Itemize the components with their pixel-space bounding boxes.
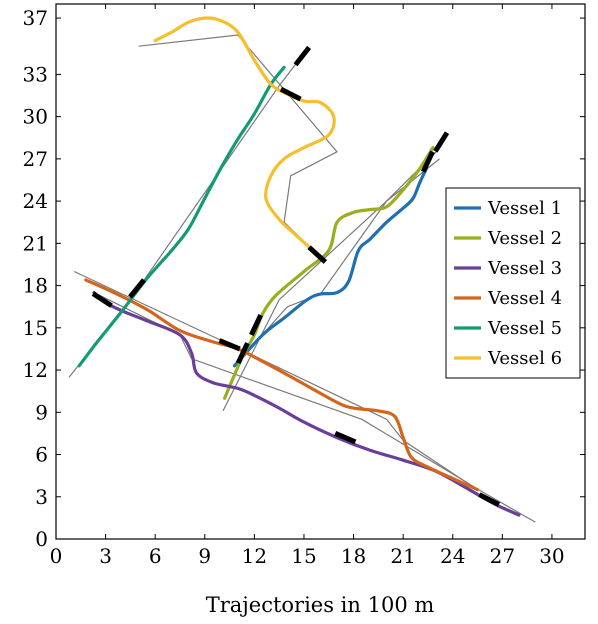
- waypoint-marker-vessel-2-3: [433, 131, 450, 153]
- y-tick-label: 27: [23, 147, 48, 171]
- waypoint-marker-vessel-6-1: [279, 86, 302, 102]
- waypoint-marker-vessel-4-1: [218, 338, 241, 352]
- waypoint-marker-vessel-6-2: [307, 245, 328, 264]
- legend-label-vessel-3: Vessel 3: [487, 258, 562, 279]
- legend-label-vessel-1: Vessel 1: [487, 198, 562, 219]
- reference-path-vessel-4: [73, 270, 478, 491]
- y-tick-label: 33: [23, 62, 48, 86]
- legend-label-vessel-2: Vessel 2: [487, 228, 562, 249]
- x-tick-label: 18: [341, 544, 366, 568]
- y-tick-label: 37: [23, 6, 48, 30]
- y-tick-label: 21: [23, 231, 48, 255]
- y-tick-label: 0: [35, 527, 48, 551]
- y-tick-label: 3: [35, 485, 48, 509]
- series-line-vessel-5: [77, 65, 286, 368]
- x-tick-label: 24: [440, 544, 465, 568]
- y-tick-label: 15: [23, 316, 48, 340]
- legend-box: [445, 187, 581, 379]
- x-tick-label: 6: [149, 544, 162, 568]
- series-line-vessel-2: [223, 146, 435, 400]
- legend-label-vessel-4: Vessel 4: [487, 288, 562, 309]
- y-tick-label: 12: [23, 358, 48, 382]
- y-tick-label: 6: [35, 443, 48, 467]
- legend: Vessel 1 Vessel 2 Vessel 3 Vessel 4 Vessel 5…: [445, 187, 581, 379]
- y-tick-label: 30: [23, 105, 48, 129]
- waypoint-marker-vessel-5-2: [293, 45, 312, 67]
- y-tick-label: 24: [23, 189, 48, 213]
- waypoint-marker-vessel-3-2: [334, 431, 357, 445]
- legend-label-vessel-5: Vessel 5: [487, 318, 562, 339]
- series-line-vessel-6: [153, 16, 336, 259]
- waypoint-marker-vessel-5-1: [128, 278, 146, 299]
- series-line-vessel-1: [232, 167, 428, 368]
- waypoint-marker-vessel-2-1: [249, 313, 263, 337]
- x-tick-label: 15: [291, 544, 316, 568]
- x-tick-label: 27: [490, 544, 515, 568]
- x-tick-label: 12: [242, 544, 267, 568]
- chart-marks: [68, 16, 536, 523]
- legend-label-vessel-6: Vessel 6: [487, 348, 562, 369]
- chart-axes: 0 3 6 9 12 15 18 21 24 27 30 0 3 6 9 12 15 18 21 24 27 30 33 37: [23, 3, 586, 568]
- waypoint-marker-vessel-3-3: [478, 492, 501, 507]
- x-axis-label: Trajectories in 100 m: [206, 593, 435, 617]
- plot-frame: [55, 3, 586, 540]
- x-tick-label: 0: [50, 544, 63, 568]
- y-tick-label: 18: [23, 274, 48, 298]
- x-tick-label: 21: [390, 544, 415, 568]
- x-tick-label: 30: [539, 544, 564, 568]
- y-tick-label: 9: [35, 400, 48, 424]
- series-line-vessel-4: [84, 278, 480, 492]
- x-tick-label: 3: [99, 544, 112, 568]
- waypoint-marker-vessel-1-1: [421, 150, 435, 173]
- waypoint-marker-vessel-2-2: [235, 342, 250, 365]
- waypoint-marker-vessel-3-1: [91, 291, 113, 308]
- x-tick-label: 9: [198, 544, 211, 568]
